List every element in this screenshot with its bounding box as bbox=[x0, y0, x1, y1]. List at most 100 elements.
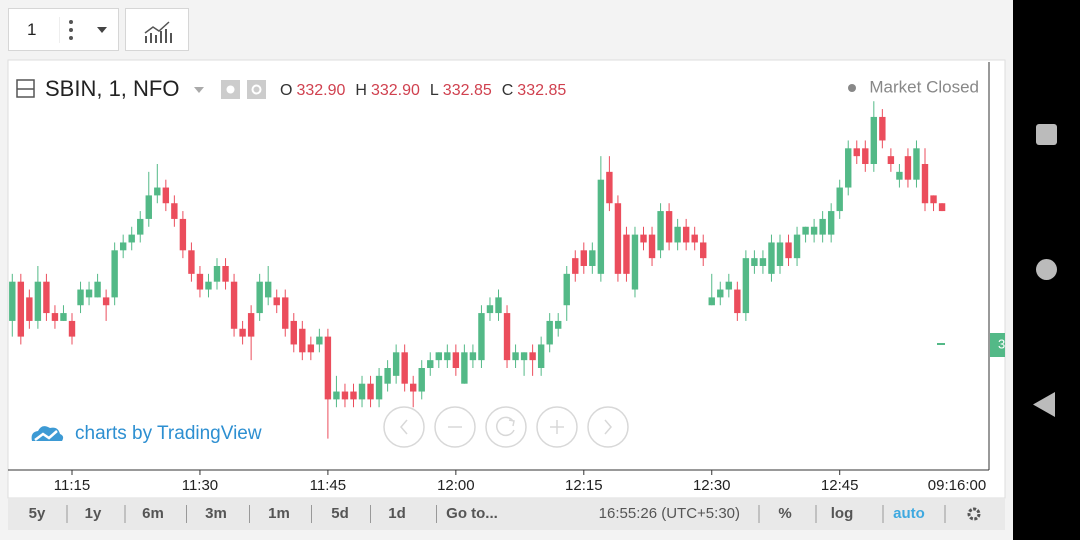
candle-body bbox=[452, 352, 460, 368]
candle-body bbox=[188, 250, 195, 274]
candle-body bbox=[102, 297, 110, 306]
range-button[interactable]: 5d bbox=[331, 505, 349, 522]
price-label-bg bbox=[990, 333, 1005, 357]
bottom-bar-items: 5y 1y 6m 3m 1m 5d 1d Go to... 16:55:26 (UTC+5:30… bbox=[29, 505, 981, 523]
candle-body bbox=[85, 289, 93, 298]
candle-body bbox=[512, 352, 519, 361]
range-button[interactable]: Go to... bbox=[446, 505, 498, 522]
candle-body bbox=[614, 203, 622, 274]
ohlc-value: 332.90 bbox=[371, 82, 420, 99]
candle-body bbox=[239, 328, 246, 337]
candle-body bbox=[205, 281, 212, 290]
candle-body bbox=[819, 218, 826, 235]
interval-box[interactable]: 1 bbox=[8, 8, 119, 51]
candle-body bbox=[222, 266, 229, 282]
android-nav-bar bbox=[1013, 0, 1080, 540]
range-button[interactable]: 5y bbox=[29, 505, 46, 522]
candle-body bbox=[392, 352, 400, 376]
candle-body bbox=[529, 352, 536, 361]
candle-body bbox=[196, 273, 204, 290]
candle-body bbox=[862, 148, 869, 164]
chart-type-icon bbox=[144, 21, 172, 43]
option-button[interactable]: % bbox=[778, 505, 791, 522]
candle-body bbox=[759, 258, 767, 266]
range-button[interactable]: 3m bbox=[205, 505, 227, 522]
candle-body bbox=[572, 258, 579, 274]
candle-body bbox=[640, 234, 647, 243]
candle-body bbox=[264, 281, 272, 298]
home-button[interactable] bbox=[1036, 259, 1057, 280]
candle-body bbox=[708, 297, 715, 306]
x-tick-label: 12:45 bbox=[821, 477, 859, 494]
candle-body bbox=[742, 258, 750, 314]
interval[interactable]: 1 bbox=[27, 20, 37, 39]
candle-body bbox=[836, 187, 843, 212]
candle-body bbox=[870, 116, 878, 164]
candle-body bbox=[904, 156, 912, 180]
chart: SBIN, 1, NFO O 332.90 H 332.90 L 332.85 C 332.8… bbox=[7, 59, 1006, 530]
range-button[interactable]: 1y bbox=[85, 505, 102, 522]
candle-body bbox=[751, 258, 758, 266]
candle-body bbox=[358, 383, 366, 400]
range-button[interactable]: 6m bbox=[142, 505, 164, 522]
candle-body bbox=[768, 242, 775, 274]
option-button[interactable]: auto bbox=[893, 505, 925, 522]
candle-body bbox=[495, 297, 502, 314]
range-button[interactable]: 1d bbox=[388, 505, 406, 522]
candle-body bbox=[938, 203, 946, 212]
range-button[interactable]: 1m bbox=[268, 505, 290, 522]
candle-body bbox=[179, 218, 187, 251]
candle-body bbox=[461, 352, 468, 384]
x-tick-label: 12:30 bbox=[693, 477, 731, 494]
candle-body bbox=[256, 281, 263, 314]
candle-body bbox=[375, 375, 383, 400]
recents-button[interactable] bbox=[1036, 124, 1057, 145]
candle-body bbox=[230, 281, 238, 329]
interval-controls[interactable] bbox=[59, 17, 119, 43]
candle-body bbox=[546, 320, 553, 345]
candle-body bbox=[137, 218, 144, 235]
candle-body bbox=[94, 281, 101, 298]
chart-panel bbox=[7, 59, 1006, 499]
candle-body bbox=[930, 195, 937, 204]
candle-body bbox=[111, 250, 118, 298]
candle-body bbox=[717, 289, 724, 298]
candle-body bbox=[9, 281, 16, 321]
ohlc-key: H bbox=[355, 82, 367, 99]
candle-body bbox=[845, 148, 852, 188]
candle-body bbox=[734, 289, 741, 314]
candle-body bbox=[171, 203, 178, 219]
candle-body bbox=[384, 368, 391, 384]
candle-body bbox=[537, 344, 545, 368]
ohlc-key: C bbox=[502, 82, 514, 99]
bottom-bar bbox=[8, 499, 1005, 530]
candle-body bbox=[213, 266, 221, 282]
candle-body bbox=[580, 250, 587, 266]
settings-button[interactable] bbox=[967, 507, 981, 521]
candle-body bbox=[307, 344, 315, 353]
candle-body bbox=[435, 352, 442, 361]
candle-body bbox=[793, 234, 801, 259]
ohlc-key: O bbox=[280, 82, 292, 99]
symbol-caret[interactable] bbox=[194, 87, 204, 93]
symbol[interactable]: SBIN, 1, NFO bbox=[45, 76, 179, 101]
option-button[interactable]: log bbox=[831, 505, 854, 522]
candle-body bbox=[691, 234, 698, 243]
back-button[interactable] bbox=[1033, 392, 1057, 417]
x-tick-label: 12:15 bbox=[565, 477, 603, 494]
settings-gear bbox=[251, 84, 262, 95]
x-tick-label: 11:45 bbox=[310, 477, 346, 494]
ohlc-value: 332.90 bbox=[296, 82, 345, 99]
nav-buttons[interactable] bbox=[383, 406, 629, 448]
chart-type-button[interactable] bbox=[125, 8, 189, 51]
candle-body bbox=[478, 313, 485, 361]
candle-body bbox=[657, 211, 664, 251]
clock: 16:55:26 (UTC+5:30) bbox=[599, 505, 740, 522]
candle-body bbox=[299, 328, 306, 353]
market-status: Market Closed bbox=[869, 77, 979, 96]
candle-body bbox=[418, 368, 425, 392]
settings-icon[interactable] bbox=[247, 80, 266, 99]
candle-body bbox=[503, 313, 511, 361]
candle-body bbox=[896, 171, 903, 180]
